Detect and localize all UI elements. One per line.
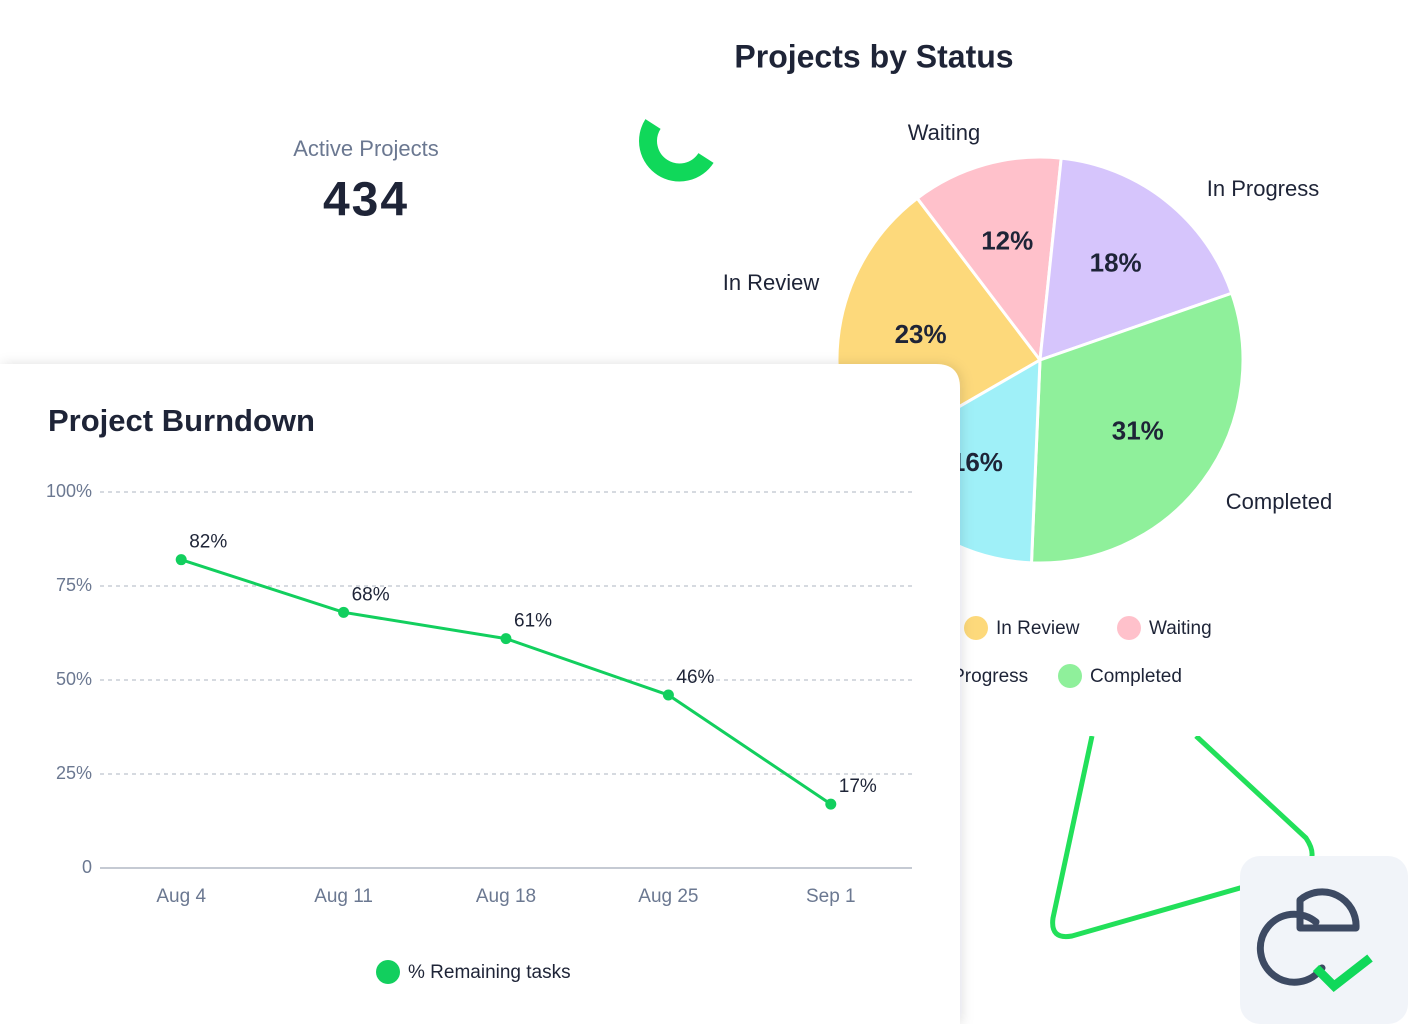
data-label: 46% <box>676 667 714 688</box>
burndown-card <box>0 364 960 1024</box>
icon-check <box>1312 954 1373 992</box>
kpi-value: 434 <box>323 174 409 227</box>
y-tick-label: 0 <box>82 857 92 877</box>
x-tick-label: Aug 18 <box>476 886 536 907</box>
x-tick-label: Aug 4 <box>156 886 206 907</box>
line-point <box>662 689 674 701</box>
line-chart: 0 25% 50% 75% 100% Aug 4 Aug 11 Aug 18 Aug 25 Sep… <box>46 481 912 984</box>
decor-triangle <box>1050 734 1315 940</box>
slice-name: In Progress <box>1207 176 1320 201</box>
legend-swatch <box>1117 616 1141 640</box>
legend-label: In Review <box>996 618 1080 639</box>
icon-tile <box>1240 856 1408 1024</box>
icon-pie <box>1256 888 1360 986</box>
pie-slice <box>1029 291 1245 565</box>
decor-arc <box>639 119 714 182</box>
x-tick-label: Aug 11 <box>314 886 373 907</box>
legend-swatch <box>1058 664 1082 688</box>
y-tick-label: 100% <box>46 481 92 501</box>
data-label: 61% <box>514 611 552 632</box>
x-tick-label: Sep 1 <box>806 886 856 907</box>
line-title: Project Burndown <box>48 403 315 438</box>
x-tick-label: Aug 25 <box>638 886 698 907</box>
legend-swatch <box>964 616 988 640</box>
legend-label: Completed <box>1090 666 1182 687</box>
pie-slice <box>915 155 1063 364</box>
kpi-label: Active Projects <box>293 136 439 161</box>
line-point <box>338 606 350 618</box>
slice-label: 12% <box>981 226 1033 256</box>
legend-label: Waiting <box>1149 618 1212 639</box>
y-tick-label: 75% <box>56 575 92 595</box>
y-tick-label: 25% <box>56 763 92 783</box>
line-point <box>175 554 187 566</box>
data-label: 82% <box>189 532 227 553</box>
legend-label: % Remaining tasks <box>408 962 571 983</box>
slice-name: In Review <box>723 270 820 295</box>
legend-swatch <box>376 960 400 984</box>
slice-name: Waiting <box>908 120 981 145</box>
slice-label: 23% <box>895 319 947 349</box>
data-label: 68% <box>352 584 390 605</box>
slice-label: 18% <box>1090 247 1142 277</box>
y-tick-label: 50% <box>56 669 92 689</box>
line-point <box>825 798 837 810</box>
slice-name: Completed <box>1226 489 1332 514</box>
data-label: 17% <box>839 776 877 797</box>
line-point <box>500 633 512 645</box>
pie-title: Projects by Status <box>734 38 1013 74</box>
slice-label: 31% <box>1112 415 1164 445</box>
